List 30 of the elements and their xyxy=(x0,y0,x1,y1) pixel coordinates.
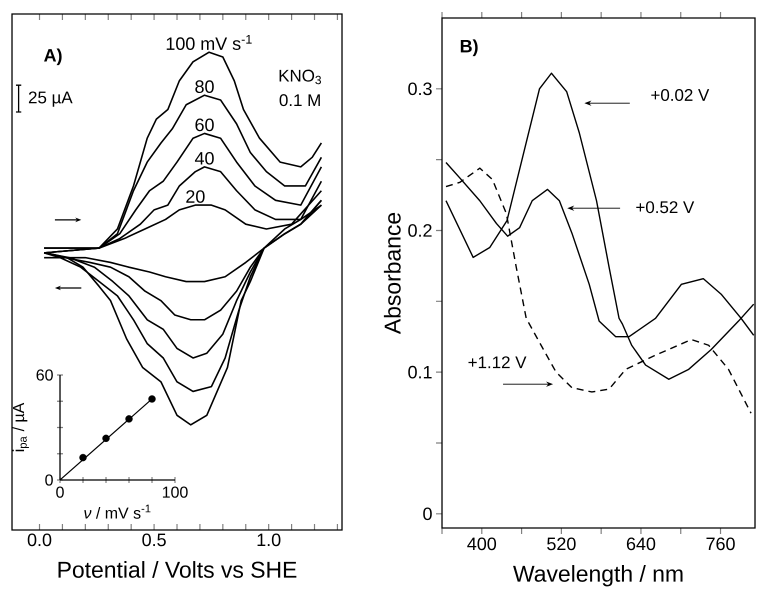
y-axis-title: i$_{pa}$ / µA xyxy=(12,402,29,452)
x-tick-label: 100 xyxy=(162,486,188,498)
y-tick-label: 0 xyxy=(423,507,432,520)
annotation: 25 µA xyxy=(28,91,73,107)
x-tick-label: 760 xyxy=(706,537,735,550)
annotation: +0.52 V xyxy=(636,201,694,214)
x-axis-title: ν / mV s$^{-1}$ xyxy=(84,504,150,519)
x-tick-label: 640 xyxy=(626,537,656,550)
series-label: 100 mV s$^{-1}$ xyxy=(166,34,252,50)
text: B) xyxy=(460,39,478,56)
y-tick-label: 0.1 xyxy=(408,366,432,378)
y-tick-label: 0.3 xyxy=(408,82,432,96)
annotation: +0.02 V xyxy=(651,89,710,101)
annotation: KNO$_{3}$ xyxy=(280,70,321,84)
x-tick-label: 400 xyxy=(467,537,496,550)
series-label: 20 xyxy=(186,190,205,203)
x-axis-title: Wavelength / nm xyxy=(513,565,683,586)
annotation: 0.1 M xyxy=(280,94,320,106)
y-tick-label: 0.2 xyxy=(408,224,432,237)
annotation: +1.12 V xyxy=(468,356,526,368)
y-axis-title: Absorbance xyxy=(384,212,401,334)
series-label: 40 xyxy=(194,152,214,165)
x-tick-label: 520 xyxy=(547,537,576,550)
chart-title: A) xyxy=(44,48,62,66)
x-tick-label: 0.0 xyxy=(28,533,52,546)
series-label: 60 xyxy=(195,118,214,132)
x-tick-label: 0.5 xyxy=(142,533,166,546)
x-tick-label: 1.0 xyxy=(258,533,280,546)
series-label: 80 xyxy=(195,80,214,94)
x-axis-title: Potential / Volts vs SHE xyxy=(58,561,296,578)
